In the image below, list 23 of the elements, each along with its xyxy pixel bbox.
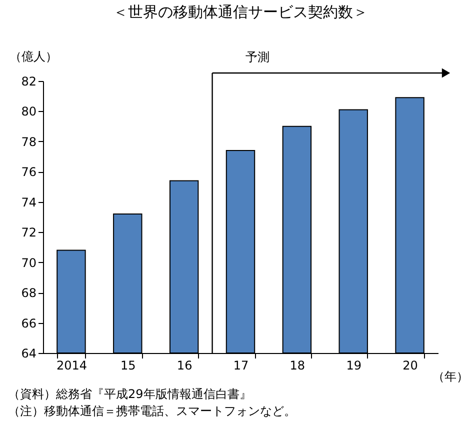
y-tick-label: 74 (21, 195, 36, 210)
y-tick-label: 64 (21, 346, 36, 360)
y-tick-label: 66 (21, 316, 36, 330)
y-tick-label: 82 (21, 74, 36, 88)
y-tick-label: 78 (21, 134, 36, 149)
chart-title: ＜世界の移動体通信サービス契約数＞ (113, 3, 368, 21)
x-tick-label: 18 (290, 358, 306, 372)
x-tick-label: 16 (176, 358, 192, 372)
text: （注）移動体通信＝携帯電話、スマートフォンなど。 (8, 404, 296, 418)
x-tick-label: 17 (233, 358, 249, 372)
text: （資料）総務省『平成29年版情報通信白書』 (8, 387, 252, 401)
x-tick-label: 15 (120, 358, 136, 372)
y-axis-title: （億人） (10, 50, 58, 64)
y-tick-label: 72 (21, 226, 36, 240)
x-tick-label: 19 (346, 358, 362, 372)
x-axis-title: （年） (432, 370, 468, 384)
text: 予測 (245, 50, 270, 64)
x-tick-label: 2014 (56, 358, 87, 372)
y-tick-label: 76 (21, 165, 36, 180)
y-tick-label: 68 (21, 286, 36, 300)
x-tick-label: 20 (402, 358, 418, 372)
y-tick-label: 80 (21, 104, 36, 119)
y-tick-label: 70 (21, 256, 36, 270)
